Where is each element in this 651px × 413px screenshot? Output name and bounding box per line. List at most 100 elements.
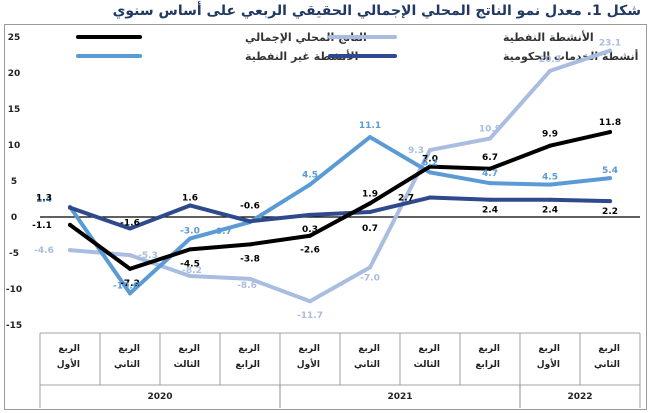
quarter-label-line1: الربع — [358, 344, 380, 354]
quarter-label-line2: الثاني — [354, 360, 380, 370]
data-label: 1.3 — [36, 194, 52, 204]
data-point — [488, 166, 492, 171]
data-point — [368, 135, 372, 140]
legend-label: الناتج المحلي الإجمالي — [245, 31, 367, 44]
data-label: -2.6 — [300, 246, 320, 256]
quarter-label-line2: الأول — [537, 358, 560, 370]
quarter-label-line1: الربع — [418, 344, 440, 354]
year-label: 2021 — [387, 392, 412, 402]
data-label: -11.7 — [297, 311, 323, 321]
data-label: -1.6 — [120, 219, 140, 229]
y-tick-label: -5 — [9, 249, 19, 259]
data-label: 2.2 — [602, 207, 618, 217]
data-label: 6.2 — [422, 158, 438, 168]
series-line — [68, 130, 612, 271]
data-point — [548, 182, 552, 187]
quarter-label-line2: الثاني — [594, 360, 620, 370]
y-tick-label: 10 — [8, 141, 21, 151]
data-label: -1.1 — [32, 221, 52, 231]
quarter-label-line2: الأول — [57, 358, 80, 370]
data-label: -4.6 — [34, 246, 54, 256]
legend-label: أنشطة الخدمات الحكومية — [503, 49, 638, 63]
data-label: 10.9 — [479, 125, 501, 135]
data-point — [608, 48, 612, 53]
year-label: 2022 — [567, 392, 592, 402]
data-label: 1.9 — [362, 189, 378, 199]
data-point — [128, 226, 132, 231]
data-point — [188, 247, 192, 252]
data-label: -3.0 — [180, 227, 200, 237]
data-label: -7.2 — [120, 279, 140, 289]
data-point — [428, 164, 432, 169]
data-point — [608, 130, 612, 135]
data-point — [608, 199, 612, 204]
data-label: 1.4 — [36, 195, 52, 205]
quarter-label-line1: الربع — [58, 344, 80, 354]
data-point — [368, 209, 372, 214]
y-tick-label: -15 — [6, 321, 22, 331]
data-point — [68, 222, 72, 227]
data-label: -0.7 — [212, 227, 232, 237]
quarter-label-line1: الربع — [538, 344, 560, 354]
data-label: -5.3 — [138, 251, 158, 261]
data-label: 4.5 — [542, 173, 558, 183]
data-point — [308, 233, 312, 238]
data-point — [128, 291, 132, 296]
quarter-label-line1: الربع — [598, 344, 620, 354]
data-label: -10.6 — [113, 281, 139, 291]
data-label: 2.7 — [398, 194, 414, 204]
quarter-label-line2: الثاني — [114, 360, 140, 370]
y-tick-label: 25 — [8, 33, 21, 43]
data-label: 2.4 — [542, 206, 558, 216]
data-point — [548, 68, 552, 73]
data-label: 11.8 — [599, 118, 621, 128]
data-label: 6.7 — [482, 153, 498, 163]
quarter-label-line1: الربع — [298, 344, 320, 354]
data-point — [608, 176, 612, 181]
data-label: 7.0 — [422, 155, 438, 165]
data-point — [308, 182, 312, 187]
data-point — [68, 248, 72, 253]
data-label: 0.7 — [362, 224, 378, 234]
data-label: 5.4 — [602, 166, 618, 176]
data-point — [488, 136, 492, 141]
data-label: 1.6 — [182, 193, 198, 203]
quarter-label-line1: الربع — [118, 344, 140, 354]
y-tick-label: 15 — [8, 105, 21, 115]
series-line — [68, 135, 612, 296]
legend-label: الأنشطة النفطية — [503, 30, 594, 44]
y-tick-label: 20 — [8, 69, 21, 79]
quarter-label-line1: الربع — [478, 344, 500, 354]
data-point — [548, 143, 552, 148]
data-point — [548, 197, 552, 202]
legend-label: الأنشطة غير النفطية — [245, 49, 358, 63]
data-label: 9.9 — [542, 130, 558, 140]
quarter-label-line1: الربع — [178, 344, 200, 354]
data-point — [128, 253, 132, 258]
data-point — [128, 266, 132, 271]
year-label: 2020 — [147, 392, 172, 402]
data-label: -4.5 — [180, 259, 200, 269]
data-label: -7.0 — [360, 273, 380, 283]
quarter-label-line2: الرابع — [235, 360, 260, 370]
data-point — [188, 203, 192, 208]
data-point — [428, 195, 432, 200]
data-label: -3.8 — [240, 254, 260, 264]
data-point — [188, 274, 192, 279]
data-label: -8.6 — [237, 281, 257, 291]
data-point — [368, 265, 372, 270]
data-label: 4.7 — [482, 169, 498, 179]
data-point — [488, 197, 492, 202]
quarter-label-line2: الرابع — [475, 360, 500, 370]
quarter-label-line2: الأول — [297, 358, 320, 370]
quarter-label-line2: الثالث — [414, 360, 440, 370]
data-point — [248, 242, 252, 247]
data-point — [368, 201, 372, 206]
data-label: 23.1 — [599, 39, 621, 49]
data-label: 4.5 — [302, 171, 318, 181]
data-label: 20.3 — [539, 55, 561, 65]
quarter-label-line2: الثالث — [174, 360, 200, 370]
data-point — [428, 170, 432, 175]
data-point — [68, 205, 72, 210]
